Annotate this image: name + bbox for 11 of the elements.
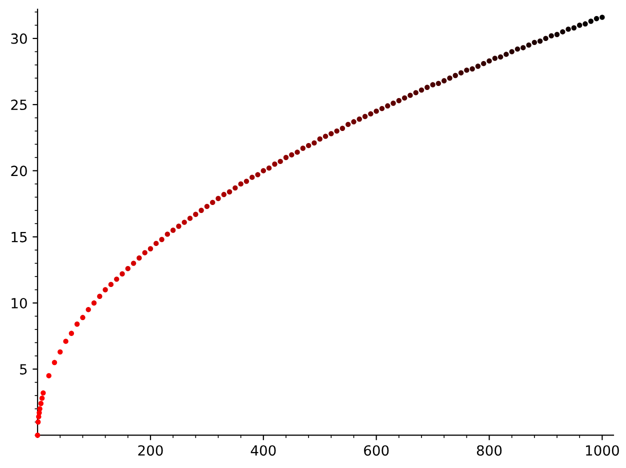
x-tick-label: 200 xyxy=(138,445,163,456)
y-tick-label: 15 xyxy=(12,232,27,242)
y-tick-label: 25 xyxy=(11,100,27,110)
y-tick-label: 10 xyxy=(12,298,27,308)
y-tick-label: 20 xyxy=(11,166,27,176)
x-tick-label: 800 xyxy=(476,445,502,456)
x-tick-label: 400 xyxy=(250,445,276,456)
y-tick-label: 30 xyxy=(11,33,27,44)
x-tick-label: 600 xyxy=(364,445,389,456)
y-tick-label: 5 xyxy=(20,364,27,375)
x-tick-label: 1000 xyxy=(586,445,619,456)
